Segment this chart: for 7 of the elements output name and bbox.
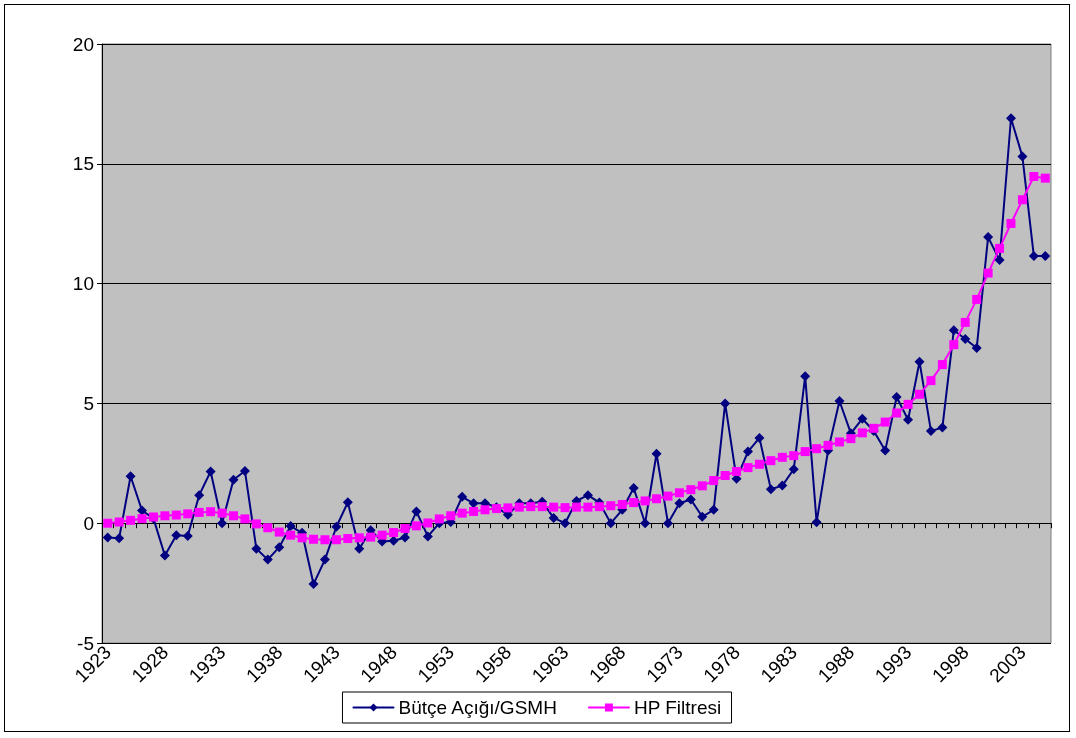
legend-label: HP Filtresi — [633, 697, 722, 718]
y-tick-label: 0 — [83, 512, 94, 534]
y-tick-label: 20 — [72, 33, 94, 55]
legend-label: Bütçe Açığı/GSMH — [398, 697, 557, 718]
y-tick-label: 10 — [72, 273, 94, 295]
y-tick-label: 5 — [83, 392, 94, 414]
y-tick-label: 15 — [72, 153, 94, 175]
